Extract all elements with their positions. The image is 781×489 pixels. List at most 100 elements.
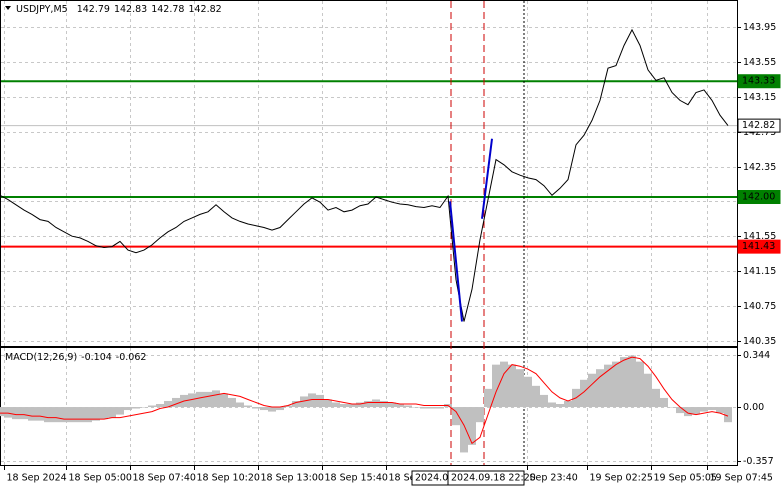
macd-bar — [148, 405, 156, 408]
ohlc-value: 142.79 — [77, 4, 110, 15]
macd-bar — [100, 407, 108, 420]
price-line — [0, 28, 729, 322]
macd-bar — [156, 404, 164, 408]
macd-bar — [188, 393, 196, 408]
macd-panel — [0, 347, 738, 466]
macd-bar — [316, 394, 324, 408]
x-tick-label: 18 Sep 15:40 — [325, 473, 388, 484]
main-panel — [0, 0, 738, 347]
ohlc-value: 142.83 — [114, 4, 147, 15]
ohlc-value: 142.82 — [188, 4, 221, 15]
macd-bar — [164, 400, 172, 408]
macd-bar — [716, 407, 724, 414]
macd-bar — [476, 407, 484, 423]
macd-name: MACD(12,26,9) — [5, 352, 77, 363]
level-label: 142.00 — [742, 192, 775, 203]
macd-bar — [380, 400, 388, 408]
macd-bar — [12, 407, 20, 420]
macd-readout: -0.104 — [81, 352, 112, 363]
symbol-header: USDJPY,M5 142.79 142.83 142.78 142.82 — [16, 4, 222, 15]
macd-signal-line — [0, 356, 729, 445]
macd-bar — [652, 388, 660, 408]
x-tick-label: 18 Sep 2024 — [7, 473, 67, 484]
macd-bar — [612, 361, 620, 408]
x-tick-label: 18 Sep 10:20 — [197, 473, 260, 484]
macd-bar — [324, 399, 332, 408]
macd-bar — [284, 405, 292, 408]
macd-bar — [260, 407, 268, 411]
y-tick-label: 143.95 — [743, 22, 776, 33]
macd-bar — [212, 390, 220, 408]
macd-bar — [340, 404, 348, 408]
x-tick-label: 18 Sep 13:00 — [261, 473, 324, 484]
macd-bar — [172, 397, 180, 408]
y-tick-label: 143.15 — [743, 92, 776, 103]
level-box — [737, 239, 781, 254]
macd-bar — [692, 407, 700, 415]
macd-bar — [52, 407, 60, 423]
macd-bar — [76, 407, 84, 423]
macd-bar — [116, 407, 124, 415]
macd-bar — [708, 407, 716, 411]
macd-bar — [356, 402, 364, 408]
macd-bar — [524, 376, 532, 408]
macd-header: MACD(12,26,9) -0.104 -0.062 — [5, 352, 146, 363]
macd-bar — [684, 407, 692, 417]
x-tick-label: 19 Sep 07:45 — [710, 473, 773, 484]
crosshair-label: 2024.09.18 22:20 — [451, 473, 536, 484]
macd-readout: -0.062 — [116, 352, 147, 363]
menu-icon — [5, 6, 11, 10]
macd-bar — [516, 369, 524, 408]
macd-bar — [676, 407, 684, 414]
macd-bar — [84, 407, 92, 423]
macd-bar — [460, 407, 468, 453]
crosshair-box — [447, 470, 525, 486]
macd-bar — [628, 355, 636, 408]
macd-bar — [596, 369, 604, 408]
macd-bar — [492, 364, 500, 408]
x-tick-label: 19 Sep 05:05 — [654, 473, 717, 484]
macd-bar — [196, 391, 204, 408]
y-tick-label: 140.35 — [743, 336, 776, 347]
current-price-box — [737, 118, 781, 133]
y-tick-label: 142.35 — [743, 162, 776, 173]
macd-bar — [660, 397, 668, 408]
macd-bar — [36, 407, 44, 421]
macd-bar — [588, 373, 596, 408]
macd-bar — [668, 407, 676, 408]
macd-bar — [44, 407, 52, 423]
macd-bar — [236, 402, 244, 408]
y-tick-label: 0.00 — [743, 402, 764, 413]
macd-bar — [92, 407, 100, 421]
macd-bar — [604, 364, 612, 408]
macd-bar — [20, 407, 28, 420]
y-tick-label: 140.75 — [743, 301, 776, 312]
macd-bar — [332, 402, 340, 408]
markup-segment — [449, 201, 463, 322]
ohlc-value: 142.78 — [151, 4, 184, 15]
macd-bar — [244, 405, 252, 408]
macd-bar — [436, 407, 444, 409]
macd-bar — [220, 393, 228, 408]
level-label: 143.33 — [742, 76, 775, 87]
macd-bar — [60, 407, 68, 423]
macd-bar — [468, 407, 476, 445]
macd-bar — [724, 407, 732, 423]
macd-bar — [228, 397, 236, 408]
macd-bar — [292, 400, 300, 408]
y-tick-label: 143.55 — [743, 57, 776, 68]
macd-bar — [140, 407, 148, 408]
macd-bar — [372, 399, 380, 408]
current-price-label: 142.82 — [742, 120, 775, 131]
macd-bar — [484, 388, 492, 408]
markup-segment — [481, 138, 493, 219]
macd-bar — [644, 373, 652, 408]
level-label: 141.43 — [742, 241, 775, 252]
macd-bar — [508, 364, 516, 408]
macd-bar — [300, 396, 308, 408]
macd-bar — [412, 407, 420, 408]
level-box — [737, 74, 781, 89]
macd-bar — [540, 394, 548, 408]
